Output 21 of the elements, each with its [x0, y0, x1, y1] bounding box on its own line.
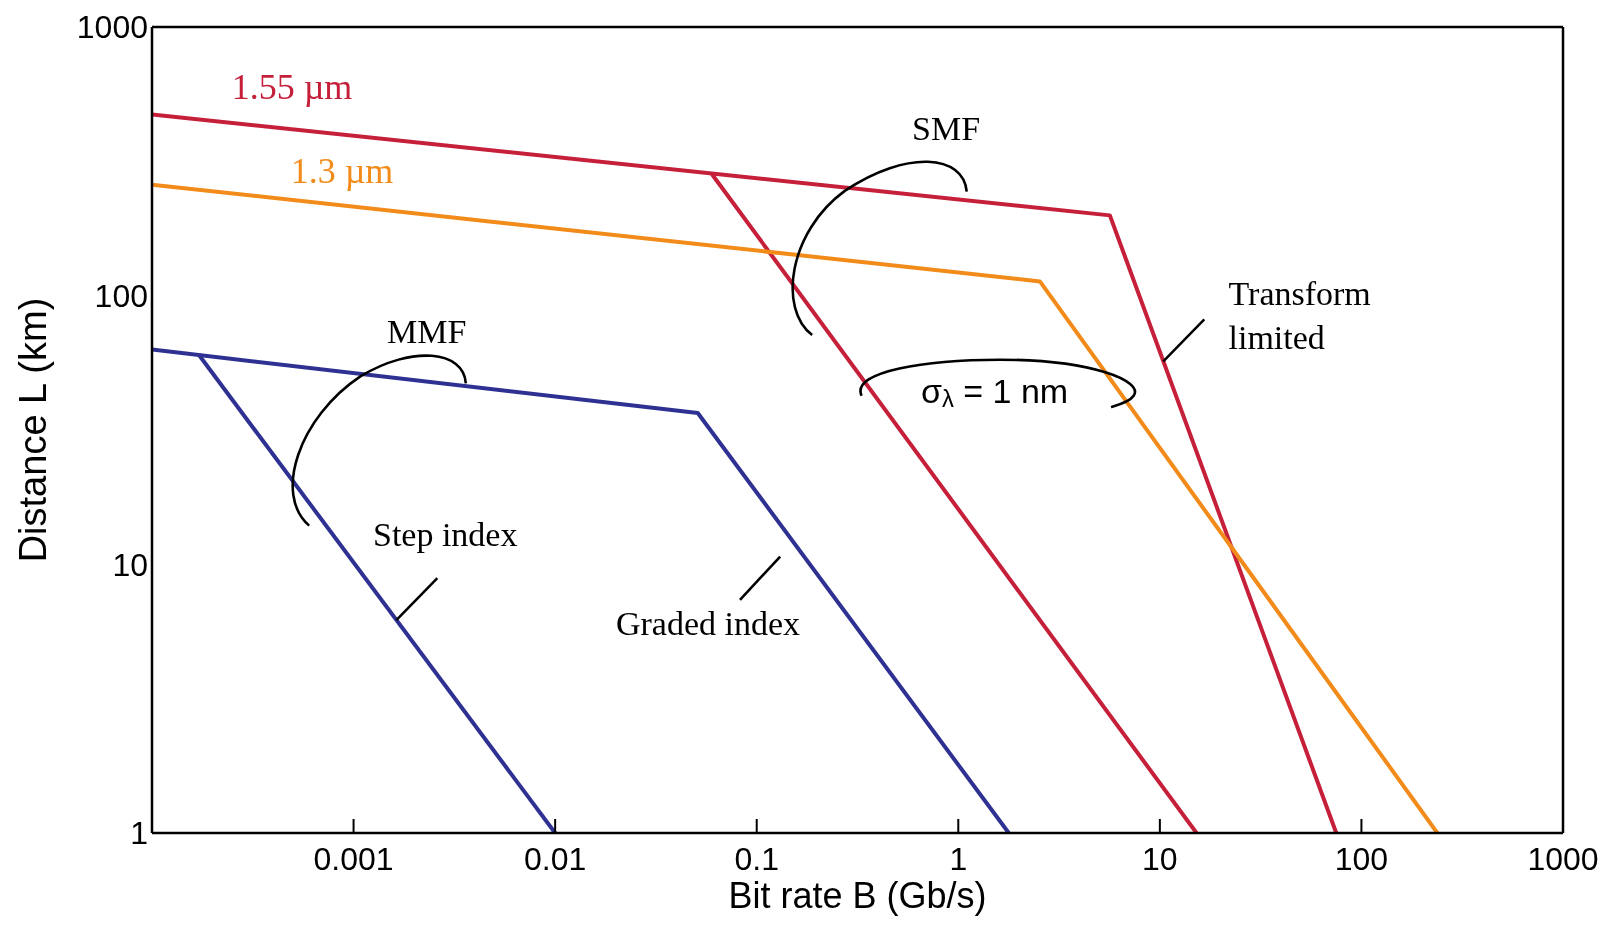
x-tick-label: 0.001: [313, 840, 394, 877]
x-tick-label: 1000: [1527, 840, 1599, 877]
series-label: 1.55 µm: [231, 66, 353, 107]
annotation: Graded index: [615, 604, 801, 642]
annotation: SMF: [912, 109, 981, 147]
annotation: Step index: [372, 515, 518, 553]
series-label: 1.3 µm: [290, 150, 394, 191]
y-axis-title: Distance L (km): [12, 297, 55, 563]
x-tick-label: 100: [1334, 840, 1389, 877]
annotation: σ$_{λ}$ = 1 nm: [920, 371, 1069, 413]
x-tick-label: 1: [949, 840, 968, 877]
y-tick-label: 1000: [76, 9, 148, 46]
y-tick-label: 1: [130, 815, 148, 852]
y-tick-label: 10: [112, 546, 148, 583]
x-tick-label: 0.01: [524, 840, 587, 877]
annotation: MMF: [386, 312, 467, 350]
x-tick-label: 10: [1142, 840, 1178, 877]
y-tick-label: 100: [94, 278, 148, 315]
x-axis-title: Bit rate B (Gb/s): [728, 875, 987, 916]
x-tick-label: 0.1: [734, 840, 779, 877]
annotation: Transform limited: [1228, 274, 1371, 356]
